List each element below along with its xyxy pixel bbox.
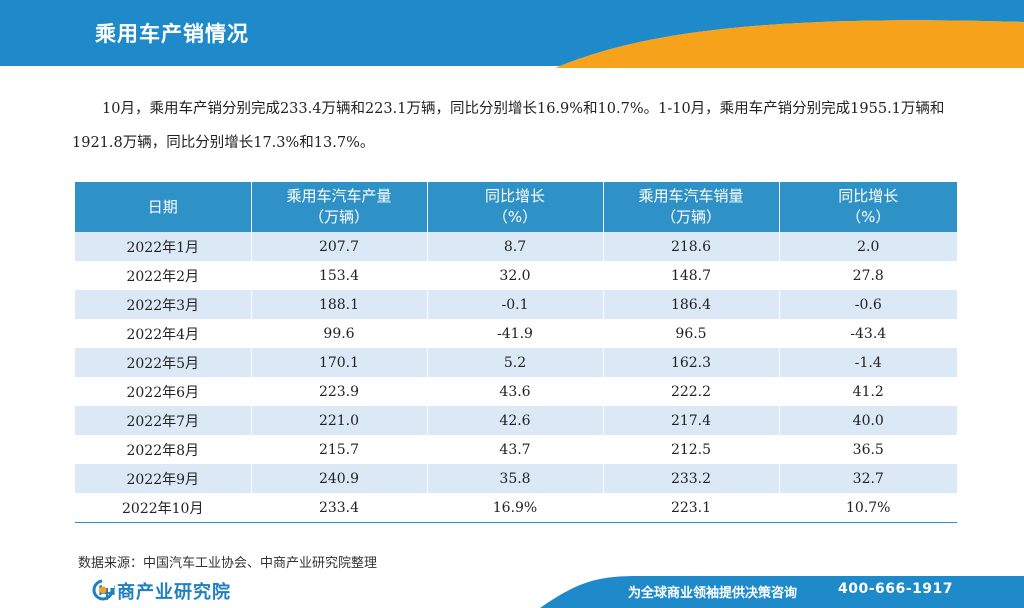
cell-date: 2022年3月 <box>75 290 252 319</box>
cell-sales: 148.7 <box>603 261 780 290</box>
cell-sales-growth: 10.7% <box>779 493 957 523</box>
footer-background <box>0 574 1024 608</box>
table-row: 2022年5月 170.1 5.2 162.3 -1.4 <box>75 348 957 377</box>
cell-date: 2022年7月 <box>75 406 252 435</box>
cell-production: 188.1 <box>251 290 428 319</box>
cell-date: 2022年1月 <box>75 232 252 261</box>
company-logo-icon <box>92 579 114 601</box>
cell-production: 233.4 <box>251 493 428 523</box>
table-row: 2022年1月 207.7 8.7 218.6 2.0 <box>75 232 957 261</box>
cell-sales-growth: 36.5 <box>779 435 957 464</box>
cell-sales: 162.3 <box>603 348 780 377</box>
table-row: 2022年3月 188.1 -0.1 186.4 -0.6 <box>75 290 957 319</box>
header-banner: 乘用车产销情况 <box>0 0 1024 68</box>
production-sales-table: 日期 乘用车汽车产量 （万辆） 同比增长 （%） 乘用车汽车销量 （万辆） 同比… <box>75 182 957 523</box>
cell-date: 2022年10月 <box>75 493 252 523</box>
data-source-note: 数据来源：中国汽车工业协会、中商产业研究院整理 <box>78 556 378 571</box>
cell-production: 223.9 <box>251 377 428 406</box>
page-title: 乘用车产销情况 <box>95 22 249 46</box>
cell-sales: 96.5 <box>603 319 780 348</box>
column-header-date: 日期 <box>75 182 252 232</box>
cell-sales-growth: -1.4 <box>779 348 957 377</box>
cell-sales: 186.4 <box>603 290 780 319</box>
column-header-sales: 乘用车汽车销量 （万辆） <box>603 182 780 232</box>
intro-paragraph: 10月，乘用车产销分别完成233.4万辆和223.1万辆，同比分别增长16.9%… <box>72 101 945 151</box>
footer-logo: 中商产业研究院 <box>92 579 231 603</box>
table-row: 2022年6月 223.9 43.6 222.2 41.2 <box>75 377 957 406</box>
table-row: 2022年9月 240.9 35.8 233.2 32.7 <box>75 464 957 493</box>
cell-sales-growth: -0.6 <box>779 290 957 319</box>
cell-production-growth: -0.1 <box>427 290 604 319</box>
cell-production-growth: -41.9 <box>427 319 604 348</box>
footer-slogan: 为全球商业领袖提供决策咨询 <box>628 586 798 601</box>
cell-date: 2022年5月 <box>75 348 252 377</box>
footer-bar: 中商产业研究院 为全球商业领袖提供决策咨询 400-666-1917 <box>0 574 1024 608</box>
cell-production: 215.7 <box>251 435 428 464</box>
cell-sales: 217.4 <box>603 406 780 435</box>
cell-date: 2022年2月 <box>75 261 252 290</box>
cell-production-growth: 16.9% <box>427 493 604 523</box>
cell-sales: 212.5 <box>603 435 780 464</box>
cell-sales-growth: 32.7 <box>779 464 957 493</box>
cell-production: 170.1 <box>251 348 428 377</box>
table-header-row: 日期 乘用车汽车产量 （万辆） 同比增长 （%） 乘用车汽车销量 （万辆） 同比… <box>75 182 957 232</box>
cell-production: 153.4 <box>251 261 428 290</box>
header-background <box>0 0 1024 68</box>
cell-production-growth: 5.2 <box>427 348 604 377</box>
cell-sales: 233.2 <box>603 464 780 493</box>
table-row: 2022年10月 233.4 16.9% 223.1 10.7% <box>75 493 957 523</box>
cell-sales: 218.6 <box>603 232 780 261</box>
table-row: 2022年8月 215.7 43.7 212.5 36.5 <box>75 435 957 464</box>
table-row: 2022年2月 153.4 32.0 148.7 27.8 <box>75 261 957 290</box>
cell-sales-growth: 27.8 <box>779 261 957 290</box>
column-header-production-growth: 同比增长 （%） <box>427 182 604 232</box>
cell-sales: 222.2 <box>603 377 780 406</box>
column-header-sales-growth: 同比增长 （%） <box>779 182 957 232</box>
cell-production: 99.6 <box>251 319 428 348</box>
cell-sales-growth: 41.2 <box>779 377 957 406</box>
cell-sales-growth: 40.0 <box>779 406 957 435</box>
cell-date: 2022年9月 <box>75 464 252 493</box>
cell-production-growth: 35.8 <box>427 464 604 493</box>
cell-production: 240.9 <box>251 464 428 493</box>
cell-production-growth: 32.0 <box>427 261 604 290</box>
company-name: 中商产业研究院 <box>98 582 231 603</box>
table-row: 2022年4月 99.6 -41.9 96.5 -43.4 <box>75 319 957 348</box>
cell-production: 221.0 <box>251 406 428 435</box>
cell-sales-growth: 2.0 <box>779 232 957 261</box>
table-row: 2022年7月 221.0 42.6 217.4 40.0 <box>75 406 957 435</box>
cell-date: 2022年4月 <box>75 319 252 348</box>
cell-production-growth: 42.6 <box>427 406 604 435</box>
cell-date: 2022年6月 <box>75 377 252 406</box>
column-header-production: 乘用车汽车产量 （万辆） <box>251 182 428 232</box>
cell-date: 2022年8月 <box>75 435 252 464</box>
footer-phone: 400-666-1917 <box>838 581 954 597</box>
cell-sales: 223.1 <box>603 493 780 523</box>
cell-production-growth: 43.7 <box>427 435 604 464</box>
cell-production-growth: 43.6 <box>427 377 604 406</box>
cell-production: 207.7 <box>251 232 428 261</box>
cell-sales-growth: -43.4 <box>779 319 957 348</box>
cell-production-growth: 8.7 <box>427 232 604 261</box>
